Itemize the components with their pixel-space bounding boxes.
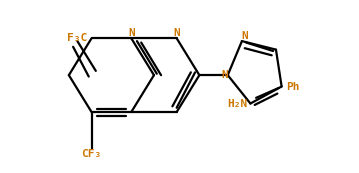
Text: F₃C: F₃C — [67, 33, 87, 43]
Text: N: N — [241, 31, 248, 41]
Text: H₂N: H₂N — [227, 98, 248, 108]
Text: CF₃: CF₃ — [81, 149, 102, 159]
Text: Ph: Ph — [286, 81, 299, 92]
Text: N: N — [222, 70, 228, 80]
Text: N: N — [128, 28, 135, 38]
Text: N: N — [173, 28, 180, 38]
